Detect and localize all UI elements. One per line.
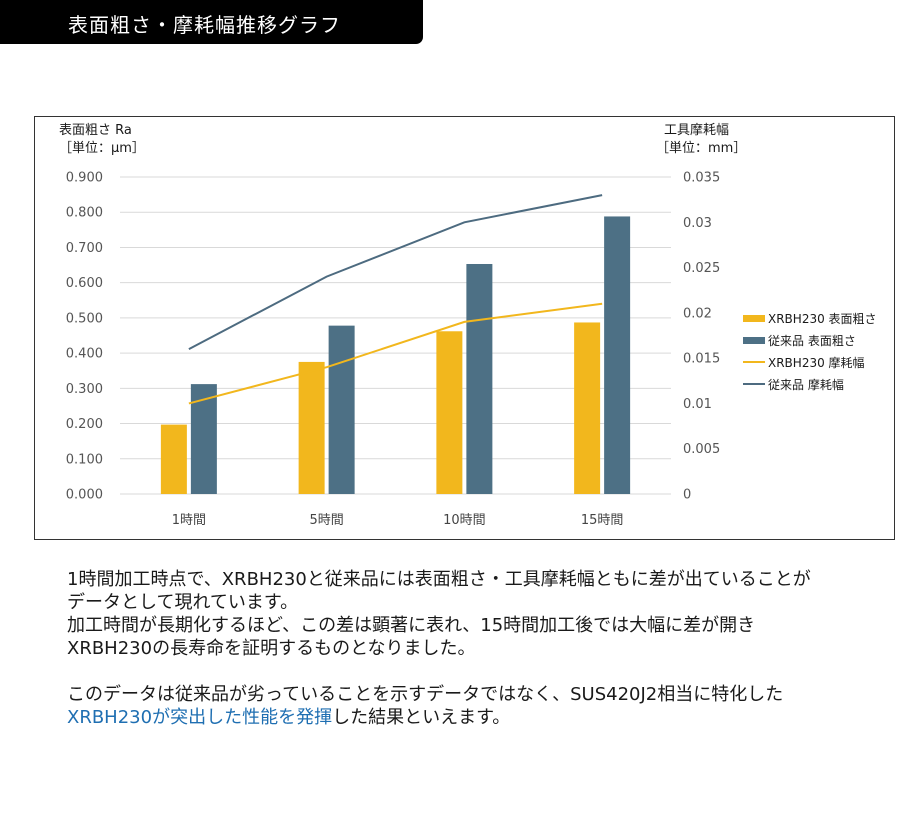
right-axis-title: 工具摩耗幅 ［単位：mm］ [656,122,746,158]
x-tick-label: 5時間 [309,513,343,528]
left-tick-label: 0.900 [66,171,103,186]
right-tick-label: 0.035 [683,171,720,186]
chart-legend: XRBH230 表面粗さ 従来品 表面粗さ XRBH230 摩耗幅 従来品 摩耗幅 [743,307,877,395]
legend-swatch [743,383,765,385]
bar [574,322,601,494]
description-block: 1時間加工時点で、XRBH230と従来品には表面粗さ・工具摩耗幅ともに差が出てい… [67,568,897,729]
legend-label: XRBH230 表面粗さ [768,311,877,326]
description-line: XRBH230の長寿命を証明するものとなりました。 [67,638,476,659]
x-tick-label: 10時間 [443,513,486,528]
highlight-text: XRBH230が突出した性能を発揮 [67,707,333,728]
chart-plot: 0.000 0.100 0.200 0.300 0.400 0.500 0.600 0.700… [66,171,720,529]
right-axis-label: 工具摩耗幅 [664,123,730,138]
bar [298,361,325,494]
description-line: 加工時間が長期化するほど、この差は顕著に表れ、15時間加工後では大幅に差が開き [67,615,756,636]
right-tick-label: 0.03 [683,216,712,231]
left-tick-label: 0.100 [66,452,103,467]
left-tick-label: 0.300 [66,382,103,397]
right-tick-label: 0.025 [683,261,720,276]
description-rest: した結果といえます。 [332,707,511,728]
left-tick-label: 0.500 [66,311,103,326]
bar [604,216,631,494]
left-axis-unit: ［単位：μm］ [59,141,145,156]
bar [190,384,217,494]
legend-item: XRBH230 表面粗さ [743,307,877,329]
legend-swatch [743,361,765,363]
description-line: XRBH230が突出した性能を発揮した結果といえます。 [67,706,897,729]
series-line [188,302,603,405]
legend-item: 従来品 摩耗幅 [743,373,877,395]
description-line: データとして現れています。 [67,592,299,613]
legend-label: 従来品 摩耗幅 [768,377,844,392]
series-line [188,194,603,350]
bar [436,331,463,494]
legend-label: 従来品 表面粗さ [768,333,856,348]
left-axis-title: 表面粗さ Ra ［単位：μm］ [59,122,145,158]
right-tick-label: 0.01 [683,397,712,412]
description-line: このデータは従来品が劣っていることを示すデータではなく、SUS420J2相当に特… [67,684,784,705]
left-tick-label: 0.600 [66,276,103,291]
right-axis-unit: ［単位：mm］ [656,141,747,156]
description-line: 1時間加工時点で、XRBH230と従来品には表面粗さ・工具摩耗幅ともに差が出てい… [67,569,811,590]
right-tick-label: 0.015 [683,352,720,367]
header-tab: 表面粗さ・摩耗幅推移グラフ [0,0,423,44]
legend-item: XRBH230 摩耗幅 [743,351,877,373]
left-tick-label: 0.400 [66,347,103,362]
page-title: 表面粗さ・摩耗幅推移グラフ [68,13,341,37]
x-tick-label: 15時間 [581,513,624,528]
legend-swatch [743,314,765,322]
left-tick-label: 0.200 [66,417,103,432]
right-tick-label: 0.02 [683,306,712,321]
chart-container: 表面粗さ Ra ［単位：μm］ 工具摩耗幅 ［単位：mm］ 0.000 0.100… [34,116,895,540]
left-tick-label: 0.700 [66,241,103,256]
bar [328,325,355,494]
left-tick-label: 0.000 [66,488,103,503]
left-tick-label: 0.800 [66,206,103,221]
legend-swatch [743,336,765,344]
bar [160,424,187,494]
right-tick-label: 0.005 [683,442,720,457]
right-tick-label: 0 [683,488,691,503]
legend-label: XRBH230 摩耗幅 [768,355,865,370]
x-tick-label: 1時間 [172,513,206,528]
legend-item: 従来品 表面粗さ [743,329,877,351]
left-axis-label: 表面粗さ Ra [59,123,132,138]
bar [466,263,493,494]
